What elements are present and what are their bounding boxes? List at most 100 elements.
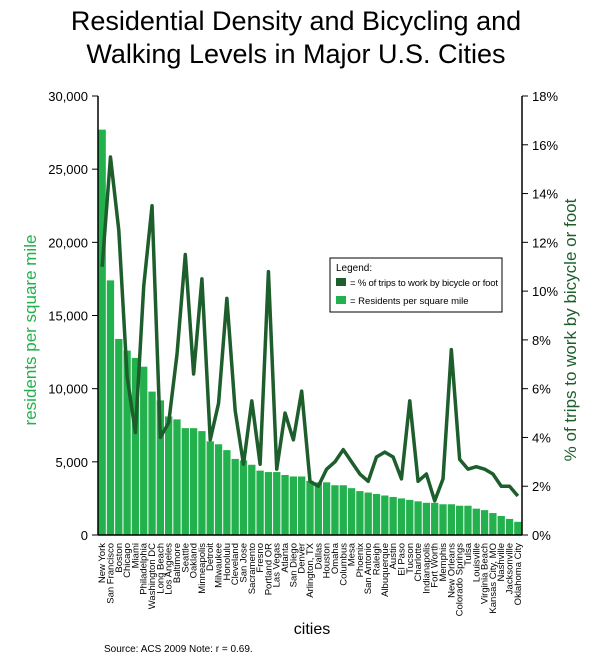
bar bbox=[239, 460, 248, 535]
bar bbox=[397, 498, 406, 535]
bar bbox=[505, 518, 514, 535]
x-tick-label: Arlington, TX bbox=[305, 542, 316, 597]
y2-tick-label: 2% bbox=[532, 479, 551, 494]
x-tick-label: Atlanta bbox=[280, 542, 291, 572]
x-tick-label: New York bbox=[97, 543, 108, 583]
line bbox=[100, 155, 520, 503]
legend-swatch bbox=[336, 296, 346, 304]
bar bbox=[389, 496, 397, 535]
x-tick-label: Miami bbox=[130, 543, 141, 568]
x-tick-label: Indianapolis bbox=[421, 543, 432, 594]
legend-label: = Residents per square mile bbox=[350, 296, 469, 307]
bar bbox=[372, 494, 381, 535]
y-axis-title: residents per square mile bbox=[21, 235, 40, 426]
bar bbox=[173, 419, 181, 535]
bar bbox=[156, 400, 165, 535]
source-note: Source: ACS 2009 Note: r = 0.69. bbox=[104, 644, 253, 655]
bar bbox=[98, 129, 106, 535]
bar bbox=[123, 350, 131, 535]
x-tick-label: Albuquerque bbox=[380, 543, 391, 597]
y-tick-label: 30,000 bbox=[48, 89, 88, 104]
x-axis-title: cities bbox=[294, 621, 330, 638]
x-tick-label: Honolulu bbox=[222, 543, 233, 581]
y2-tick-label: 4% bbox=[532, 430, 551, 445]
bar bbox=[314, 482, 322, 535]
x-tick-label: Fort Worth bbox=[430, 543, 441, 588]
legend-title: Legend: bbox=[336, 263, 372, 274]
x-tick-label: Mesa bbox=[347, 542, 358, 566]
bar bbox=[322, 482, 331, 535]
x-tick-label: Louisville bbox=[471, 543, 482, 582]
bar bbox=[306, 480, 314, 535]
x-tick-label: Houston bbox=[322, 543, 333, 578]
x-tick-label: Oakland bbox=[189, 543, 200, 578]
bar bbox=[480, 510, 489, 535]
x-tick-label: Las Vegas bbox=[272, 543, 283, 588]
x-tick-label: Milwaukee bbox=[214, 543, 225, 588]
y2-tick-label: 0% bbox=[532, 528, 551, 543]
bar bbox=[381, 495, 389, 535]
bar bbox=[356, 491, 364, 535]
y2-tick-label: 10% bbox=[532, 284, 558, 299]
x-tick-label: Nashville bbox=[496, 543, 507, 582]
legend-box bbox=[329, 257, 503, 313]
y-tick-label: 10,000 bbox=[48, 382, 88, 397]
x-tick-label: San Diego bbox=[288, 543, 299, 587]
x-tick-label: Kansas City, MO bbox=[488, 543, 499, 614]
bar bbox=[248, 464, 256, 535]
y2-tick-label: 12% bbox=[532, 235, 558, 250]
x-tick-label: Portland OR bbox=[263, 543, 274, 595]
x-tick-label: Fresno bbox=[255, 543, 266, 573]
x-tick-label: Virginia Beach bbox=[480, 543, 491, 604]
bar bbox=[206, 441, 214, 535]
x-tick-label: Philadelphia bbox=[139, 542, 150, 594]
x-tick-label: Austin bbox=[388, 543, 399, 569]
legend-label: = % of trips to work by bicycle or foot bbox=[350, 278, 498, 289]
x-tick-label: Phoenix bbox=[355, 543, 366, 578]
bar bbox=[281, 475, 289, 535]
x-tick-label: Colorado Springs bbox=[455, 543, 466, 617]
bar bbox=[422, 502, 431, 535]
bar bbox=[439, 504, 447, 535]
x-tick-label: Raleigh bbox=[372, 543, 383, 575]
x-tick-label: New Orleans bbox=[446, 543, 457, 598]
x-tick-label: Long Beach bbox=[155, 543, 166, 594]
chart-title: Residential Density and Bicycling and bbox=[71, 6, 521, 36]
y2-tick-label: 18% bbox=[532, 89, 558, 104]
bar bbox=[364, 492, 372, 535]
y-tick-label: 25,000 bbox=[48, 162, 88, 177]
bar bbox=[106, 280, 115, 535]
x-tick-label: Baltimore bbox=[172, 543, 183, 583]
x-tick-label: Jacksonville bbox=[505, 543, 516, 594]
bar bbox=[339, 485, 347, 535]
bar bbox=[331, 485, 339, 535]
x-tick-label: San Jose bbox=[238, 543, 249, 583]
x-tick-label: Denver bbox=[297, 543, 308, 574]
bar bbox=[298, 476, 306, 535]
bar bbox=[489, 513, 497, 535]
x-tick-label: El Paso bbox=[396, 543, 407, 576]
y2-tick-label: 14% bbox=[532, 187, 558, 202]
x-tick-label: Dallas bbox=[313, 543, 324, 570]
x-tick-label: Cleveland bbox=[230, 543, 241, 585]
x-tick-label: Sacramento bbox=[247, 543, 258, 594]
bar bbox=[231, 458, 239, 535]
x-tick-label: Tulsa bbox=[463, 542, 474, 566]
bar bbox=[198, 431, 206, 535]
x-tick-label: Columbus bbox=[338, 543, 349, 586]
x-tick-label: Washington DC bbox=[147, 543, 158, 609]
bar bbox=[181, 428, 189, 535]
x-tick-label: Tucson bbox=[405, 543, 416, 574]
bar bbox=[131, 357, 140, 535]
bar bbox=[189, 428, 198, 535]
bar bbox=[472, 508, 480, 535]
x-tick-label: Chicago bbox=[122, 543, 133, 578]
x-tick-label: Memphis bbox=[438, 543, 449, 582]
bar bbox=[140, 366, 148, 535]
bar bbox=[447, 504, 455, 535]
x-tick-label: Boston bbox=[114, 543, 125, 573]
bar bbox=[347, 488, 356, 535]
bar bbox=[406, 499, 414, 535]
bar bbox=[223, 450, 231, 535]
